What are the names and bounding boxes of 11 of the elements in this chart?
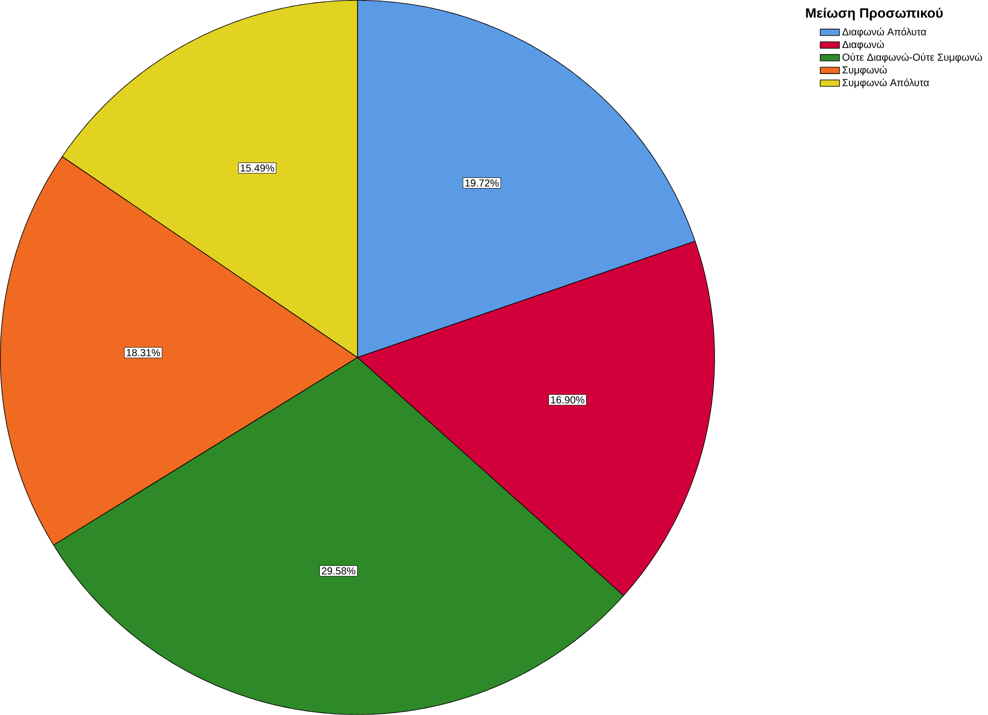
legend-label: Διαφωνώ Απόλυτα (842, 28, 926, 38)
data-label: 16.90% (551, 396, 584, 404)
legend-label: Διαφωνώ (842, 40, 884, 50)
legend-label: Συμφωνώ Απόλυτα (842, 78, 929, 88)
legend-label: Ούτε Διαφωνώ-Ούτε Συμφωνώ (842, 53, 982, 63)
data-label: 15.49% (240, 164, 274, 172)
data-label: 19.72% (465, 179, 499, 187)
data-label: 29.58% (322, 567, 356, 575)
legend-label: Συμφωνώ (842, 66, 887, 76)
legend-title: Μείωση Προσωπικού (806, 8, 943, 20)
data-label: 18.31% (126, 349, 160, 356)
